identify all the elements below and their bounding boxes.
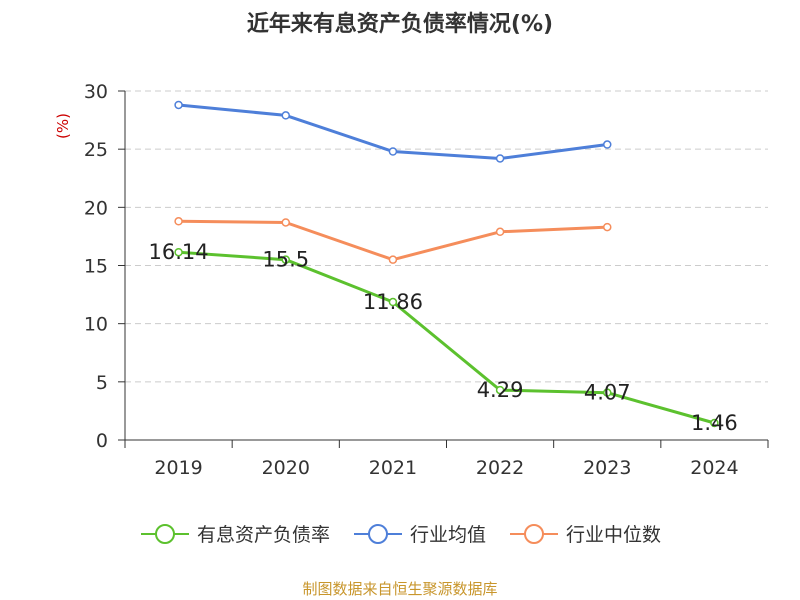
- y-tick-label: 15: [84, 256, 108, 278]
- data-point: [281, 111, 290, 120]
- legend-item: 行业中位数: [508, 520, 661, 547]
- series-line: [178, 250, 715, 425]
- legend-label: 行业中位数: [566, 524, 662, 546]
- source-note: 制图数据来自恒生聚源数据库: [302, 580, 498, 598]
- data-label: 4.07: [584, 381, 631, 405]
- x-tick-label: 2022: [476, 457, 524, 479]
- legend-marker-icon: [510, 523, 558, 544]
- chart-title: 近年来有息资产负债率情况(%): [246, 12, 554, 37]
- data-label: 16.14: [149, 240, 209, 264]
- data-point: [281, 218, 290, 227]
- data-point: [495, 154, 505, 163]
- legend-label: 行业均值: [409, 524, 486, 546]
- data-point: [388, 255, 398, 264]
- legend-item: 行业均值: [352, 520, 486, 547]
- y-tick-label: 5: [96, 372, 108, 394]
- data-point: [603, 388, 612, 397]
- legend-item: 有息资产负债率: [139, 520, 330, 547]
- x-tick-label: 2024: [690, 457, 738, 479]
- y-tick-label: 10: [84, 314, 108, 336]
- data-point: [174, 217, 183, 226]
- series-line: [178, 219, 608, 262]
- data-point: [174, 100, 183, 110]
- legend-marker-icon: [140, 523, 189, 544]
- y-axis-label: (%): [54, 113, 72, 139]
- y-tick-label: 30: [84, 81, 108, 103]
- x-tick-label: 2020: [262, 457, 310, 479]
- y-tick-label: 25: [84, 139, 108, 161]
- legend-marker-icon: [353, 523, 402, 544]
- data-label: 4.29: [477, 378, 524, 402]
- data-point: [603, 140, 612, 149]
- data-label: 15.5: [262, 248, 309, 272]
- data-point: [495, 227, 505, 237]
- x-tick-label: 2021: [369, 457, 417, 479]
- y-tick-label: 0: [96, 430, 108, 452]
- data-point: [710, 418, 719, 428]
- legend-label: 有息资产负债率: [196, 524, 330, 546]
- x-tick-label: 2023: [583, 457, 631, 479]
- data-point: [388, 147, 398, 156]
- data-point: [495, 385, 505, 395]
- data-point: [388, 297, 398, 307]
- data-label: 1.46: [691, 411, 738, 435]
- data-label: 11.86: [363, 290, 423, 314]
- data-point: [281, 255, 290, 264]
- legend: 有息资产负债率 行业均值 行业中位数: [0, 520, 800, 547]
- data-point: [603, 222, 612, 232]
- data-point: [174, 247, 183, 257]
- x-tick-label: 2019: [154, 457, 202, 479]
- y-tick-label: 20: [84, 197, 108, 219]
